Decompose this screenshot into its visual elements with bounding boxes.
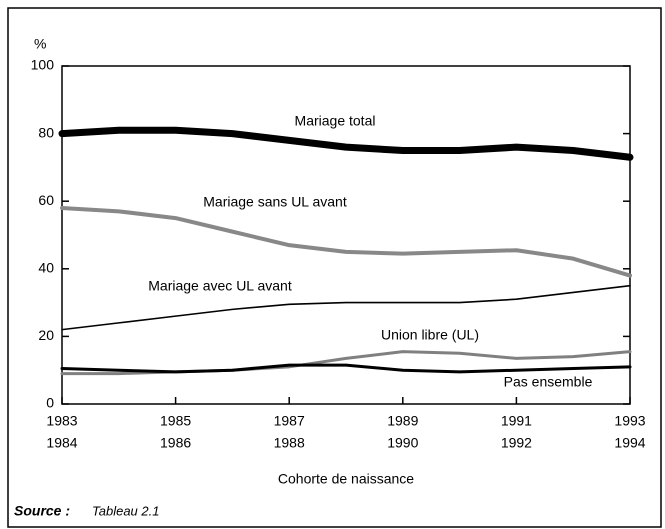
y-tick-label: 80 — [38, 124, 54, 140]
x-tick-label-2: 1988 — [274, 435, 305, 451]
series-line — [60, 205, 632, 278]
y-tick-label: 20 — [38, 327, 54, 343]
series-line — [58, 126, 634, 161]
x-axis-label: Cohorte de naissance — [278, 471, 414, 487]
y-tick-label: 100 — [31, 57, 55, 73]
y-tick-label: 40 — [38, 260, 54, 276]
x-tick-label: 1987 — [274, 413, 305, 429]
x-tick-label: 1985 — [160, 413, 191, 429]
series-label: Union libre (UL) — [381, 327, 479, 343]
x-tick-label-2: 1990 — [387, 435, 418, 451]
x-tick-label: 1983 — [46, 413, 77, 429]
series-line — [61, 284, 631, 331]
plot-area — [61, 65, 631, 405]
x-tick-label-2: 1992 — [501, 435, 532, 451]
y-axis-label: % — [34, 36, 46, 52]
x-tick-label-2: 1986 — [160, 435, 191, 451]
x-tick-label-2: 1984 — [46, 435, 77, 451]
x-tick-label: 1993 — [614, 413, 645, 429]
frame — [7, 7, 662, 528]
series-label: Pas ensemble — [504, 374, 593, 390]
series-label: Mariage avec UL avant — [148, 278, 292, 294]
x-tick-label: 1991 — [501, 413, 532, 429]
source-label: Source : — [14, 503, 70, 519]
source-text: Tableau 2.1 — [92, 503, 159, 518]
x-tick-label: 1989 — [387, 413, 418, 429]
series-label: Mariage sans UL avant — [203, 194, 347, 210]
y-tick-label: 60 — [38, 192, 54, 208]
y-tick-label: 0 — [46, 395, 54, 411]
series-line — [60, 363, 632, 374]
x-tick-label-2: 1994 — [614, 435, 645, 451]
series-label: Mariage total — [295, 113, 376, 129]
